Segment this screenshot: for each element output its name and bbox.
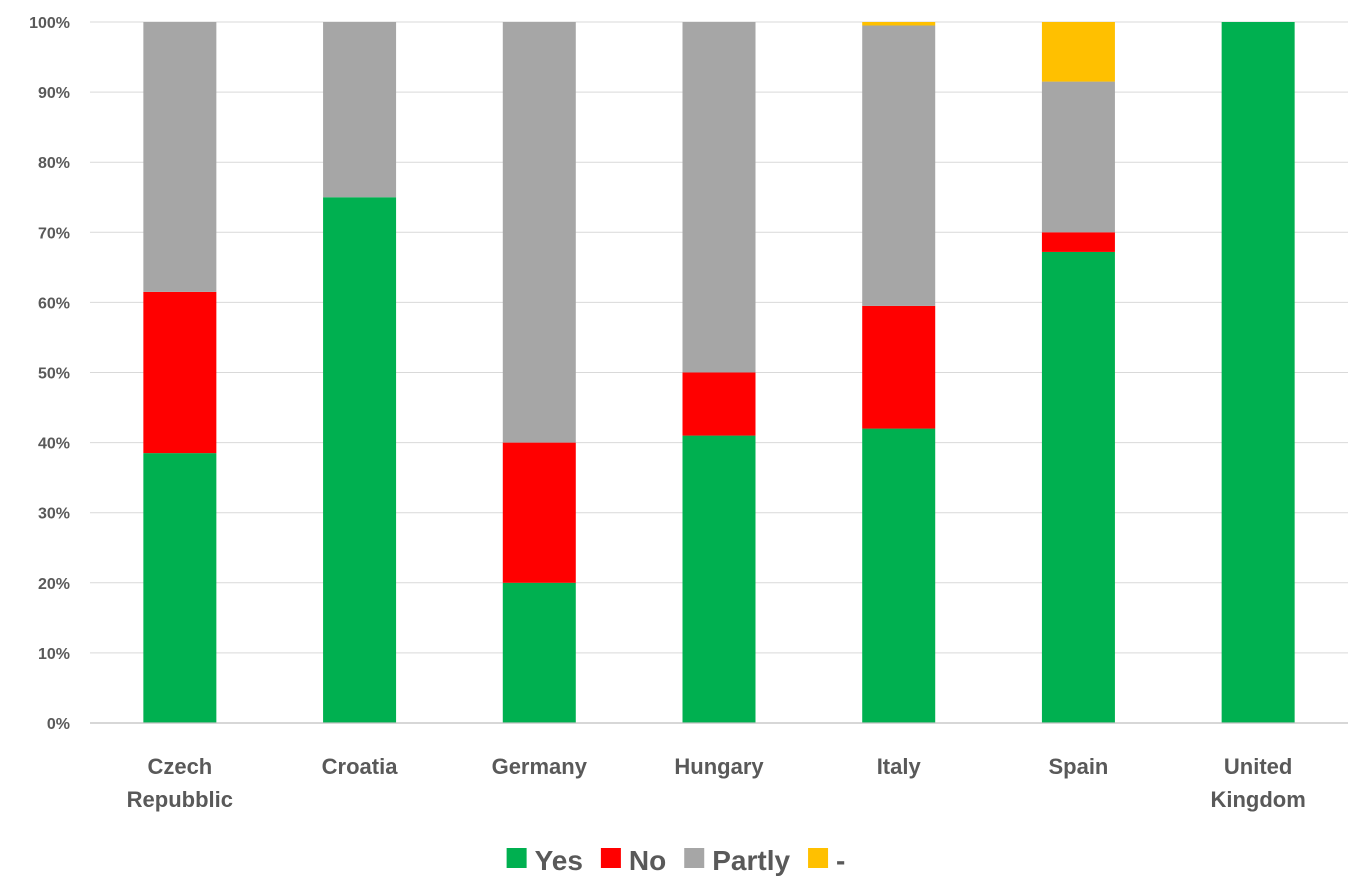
legend-label: Yes xyxy=(535,845,583,876)
bar-segment-partly xyxy=(682,22,756,373)
bar-segment-no xyxy=(502,442,576,583)
y-tick-label: 20% xyxy=(38,576,70,593)
x-tick-label: Spain xyxy=(1048,754,1108,779)
bar-segment-yes xyxy=(1041,251,1115,724)
x-tick-label: Hungary xyxy=(674,754,764,779)
legend-swatch xyxy=(600,848,621,868)
legend-swatch xyxy=(684,848,705,868)
bar-segment-no xyxy=(1041,232,1115,252)
bar-segment-partly xyxy=(323,22,397,198)
legend-label: No xyxy=(629,845,666,876)
x-tick-label: Italy xyxy=(877,754,922,779)
x-tick-label: United Kingdom xyxy=(1210,754,1305,812)
legend-label: - xyxy=(836,845,845,876)
y-tick-label: 40% xyxy=(38,436,70,453)
bar-segment-yes xyxy=(1221,22,1295,723)
x-tick-label: Germany xyxy=(492,754,588,779)
bar-segment-no xyxy=(682,372,756,436)
bar-segment-yes xyxy=(502,582,576,723)
legend-label: Partly xyxy=(712,845,790,876)
y-tick-label: 50% xyxy=(38,366,70,383)
y-tick-label: 10% xyxy=(38,646,70,663)
bar-segment-dash xyxy=(862,22,936,26)
bar-segment-partly xyxy=(1041,81,1115,233)
bar-segment-partly xyxy=(862,25,936,306)
y-tick-label: 30% xyxy=(38,506,70,523)
y-tick-label: 80% xyxy=(38,155,70,172)
bar-segment-yes xyxy=(143,453,217,723)
legend: Yes No Partly - xyxy=(506,845,845,876)
y-tick-label: 0% xyxy=(47,716,70,733)
bar-segment-partly xyxy=(502,22,576,443)
y-tick-label: 100% xyxy=(29,15,70,32)
bar-segment-partly xyxy=(143,22,217,292)
y-tick-label: 90% xyxy=(38,85,70,102)
y-tick-label: 60% xyxy=(38,295,70,312)
bar-segment-no xyxy=(143,291,217,454)
bar-segment-dash xyxy=(1041,22,1115,82)
x-tick-label: Croatia xyxy=(322,754,399,779)
x-tick-label: Czech Repubblic xyxy=(127,754,233,812)
bars xyxy=(143,22,1295,724)
y-tick-label: 70% xyxy=(38,225,70,242)
legend-swatch xyxy=(808,848,829,868)
x-axis: Czech Repubblic Croatia Germany Hungary Italy… xyxy=(90,722,1348,812)
bar-segment-yes xyxy=(862,428,936,723)
y-axis: 0% 10% 20% 30% 40% 50% 60% 70% 80% 90% 100% xyxy=(29,15,70,733)
bar-segment-no xyxy=(862,305,936,429)
legend-swatch xyxy=(506,848,527,868)
bar-segment-yes xyxy=(323,197,397,723)
bar-segment-yes xyxy=(682,435,756,723)
